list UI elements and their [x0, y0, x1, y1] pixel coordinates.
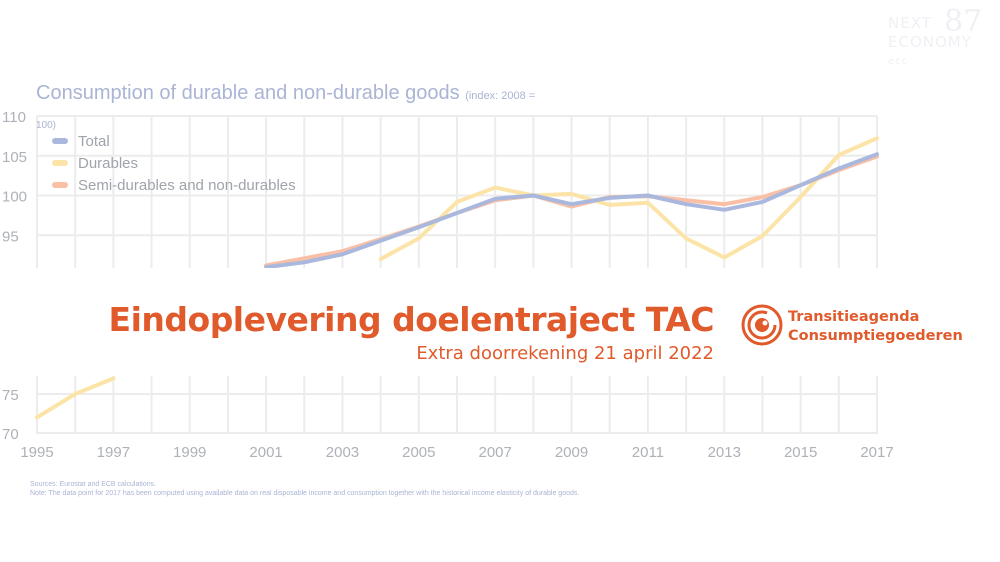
- x-tick-label: 1999: [173, 444, 206, 461]
- logo-line-2: ECONOMY: [888, 33, 972, 51]
- legend-label: Durables: [78, 154, 139, 172]
- y-tick-label: 70: [2, 426, 19, 443]
- title-banner: [0, 268, 1000, 376]
- chart-lines: [35, 136, 879, 420]
- x-tick-labels: 1995 1997 1999 2001 2003 2005 2007 2009 2011 2013…: [20, 444, 893, 461]
- y-tick-label: 100: [2, 189, 27, 206]
- series-line-total: [264, 152, 879, 270]
- x-tick-label: 2009: [555, 444, 588, 461]
- y-tick-label: 105: [2, 149, 27, 166]
- x-tick-label: 2005: [402, 444, 435, 461]
- x-tick-label: 1995: [20, 444, 53, 461]
- y-tick-label: 110: [2, 109, 26, 126]
- y-tick-labels: 70 75 95 100 105 110: [2, 109, 27, 443]
- logo-line-3: ecc: [888, 56, 909, 67]
- logo: NEXT ECONOMY ecc: [888, 14, 972, 71]
- brand-name: Transitieagenda Consumptiegoederen: [788, 308, 963, 346]
- x-tick-label: 2007: [478, 444, 511, 461]
- chart-subtitle-continued: 100): [36, 120, 57, 131]
- logo-mark: 87: [944, 4, 983, 39]
- series-line-durables: [35, 136, 879, 420]
- x-tick-label: 1997: [97, 444, 130, 461]
- brand-line-2: Consumptiegoederen: [788, 328, 963, 344]
- sources-text: Sources: Eurostat and ECB calculations.: [30, 481, 157, 488]
- x-tick-label: 2017: [860, 444, 893, 461]
- chart-legend: Total Durables Semi-durables and non-dur…: [52, 130, 296, 196]
- slide-subtitle: Extra doorrekening 21 april 2022: [416, 343, 714, 364]
- legend-swatch-durables: [52, 160, 68, 166]
- x-tick-label: 2003: [326, 444, 359, 461]
- legend-label: Semi-durables and non-durables: [78, 176, 296, 194]
- chart-subtitle: (index: 2008 =: [465, 90, 536, 102]
- target-icon: [741, 304, 783, 346]
- chart-title: Consumption of durable and non-durable g…: [36, 82, 535, 105]
- y-tick-label: 75: [2, 387, 19, 404]
- note-text: Note: The data point for 2017 has been c…: [30, 490, 580, 497]
- x-tick-label: 2013: [708, 444, 741, 461]
- legend-swatch-semi-durables: [52, 182, 68, 188]
- legend-swatch-total: [52, 138, 68, 144]
- legend-label: Total: [78, 132, 110, 150]
- x-tick-label: 2001: [249, 444, 282, 461]
- chart-notes: Sources: Eurostat and ECB calculations. …: [30, 480, 579, 498]
- x-tick-label: 2011: [632, 444, 664, 461]
- legend-item-durables: Durables: [52, 152, 296, 174]
- slide-title: Eindoplevering doelentraject TAC: [108, 300, 715, 339]
- chart-title-text: Consumption of durable and non-durable g…: [36, 82, 460, 104]
- chart-grid: [36, 115, 878, 434]
- logo-line-1: NEXT: [888, 14, 932, 32]
- brand-line-1: Transitieagenda: [788, 309, 920, 325]
- x-tick-label: 2015: [784, 444, 817, 461]
- y-tick-label: 95: [2, 228, 19, 245]
- legend-item-semi-durables: Semi-durables and non-durables: [52, 174, 296, 196]
- legend-item-total: Total: [52, 130, 296, 152]
